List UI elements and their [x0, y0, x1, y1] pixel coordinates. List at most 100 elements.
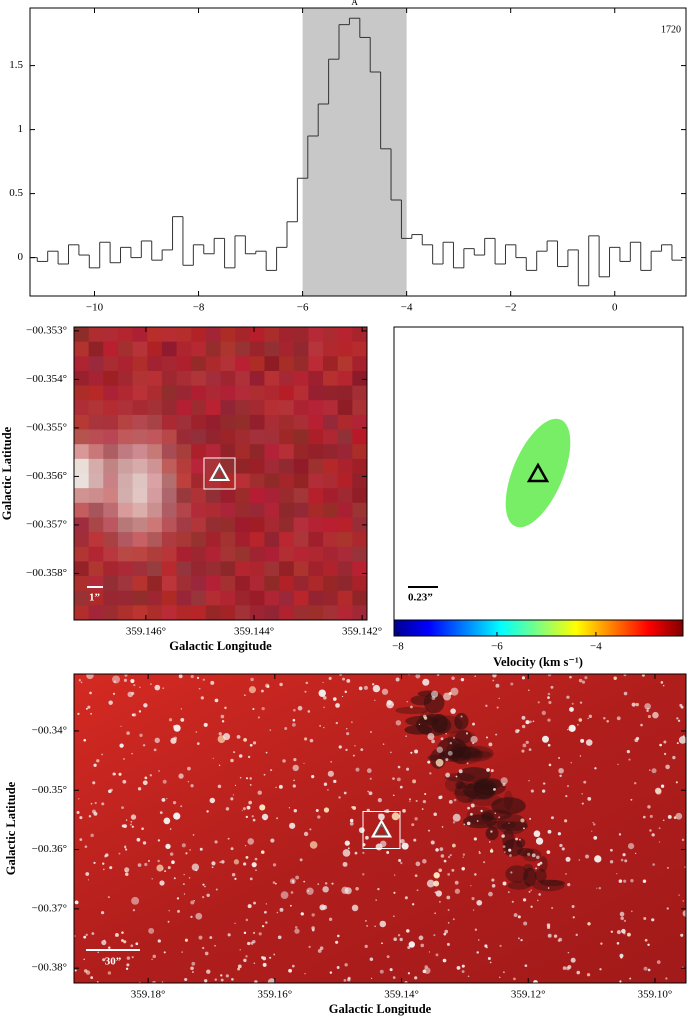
colorbar: [393, 619, 684, 637]
star: [445, 732, 447, 735]
star: [86, 674, 94, 680]
scale-bar-label: 30”: [105, 956, 122, 968]
pixel: [176, 341, 192, 357]
pixel: [205, 400, 221, 416]
star: [528, 780, 530, 782]
pixel: [337, 370, 353, 387]
star: [565, 856, 571, 862]
star: [190, 915, 193, 918]
pixel: [88, 473, 104, 489]
pixel: [205, 517, 221, 533]
star: [136, 837, 141, 842]
star: [168, 718, 173, 722]
star: [131, 825, 134, 828]
star: [472, 742, 475, 745]
star: [275, 786, 277, 789]
star: [400, 861, 403, 865]
pixel: [132, 356, 148, 372]
star: [317, 949, 322, 953]
pixel: [220, 605, 236, 620]
pixel: [132, 561, 148, 577]
star: [564, 819, 568, 823]
star: [125, 872, 129, 877]
star: [276, 817, 279, 820]
pixel: [117, 517, 134, 533]
star: [662, 684, 665, 687]
star: [130, 678, 135, 684]
pixel: [220, 327, 236, 343]
star: [435, 890, 442, 897]
pixel: [337, 561, 353, 577]
pixel: [220, 370, 236, 387]
dark-cloud: [453, 790, 482, 797]
star: [531, 853, 536, 858]
star: [347, 847, 350, 850]
pixel: [293, 385, 309, 401]
star: [225, 974, 230, 978]
star: [198, 935, 203, 940]
star: [118, 852, 121, 855]
pixel: [279, 576, 295, 592]
pixel: [235, 385, 251, 401]
star: [583, 780, 587, 784]
star: [616, 942, 620, 945]
star: [470, 803, 475, 808]
star: [412, 779, 417, 784]
pixel: [264, 370, 280, 387]
pixel: [235, 576, 251, 592]
pixel: [308, 576, 324, 592]
star: [451, 843, 456, 848]
star: [675, 781, 678, 784]
pixel: [205, 341, 221, 357]
star: [189, 849, 191, 851]
star: [658, 841, 661, 843]
pixel: [323, 532, 339, 548]
pixel: [279, 458, 295, 474]
star: [630, 879, 634, 883]
pixel: [249, 429, 265, 445]
star: [324, 882, 328, 885]
pixel: [279, 590, 295, 606]
dark-cloud: [501, 821, 529, 831]
star: [270, 769, 273, 772]
star: [309, 828, 312, 831]
star: [537, 863, 541, 867]
pixel: [132, 502, 148, 518]
star: [165, 843, 171, 850]
star: [252, 818, 256, 822]
star: [195, 731, 198, 733]
pixel: [220, 546, 236, 562]
star: [342, 861, 348, 867]
star: [616, 716, 621, 721]
pixel: [74, 327, 90, 343]
star: [257, 716, 260, 719]
dark-cloud: [452, 746, 484, 760]
star: [90, 976, 94, 980]
dark-cloud: [515, 838, 526, 848]
star: [510, 871, 513, 874]
star: [309, 738, 314, 743]
star: [232, 794, 235, 796]
pixel: [279, 502, 295, 518]
pixel: [103, 444, 119, 460]
star: [150, 683, 152, 685]
pixel: [235, 532, 251, 548]
dark-cloud: [447, 729, 477, 749]
pixel: [337, 488, 353, 504]
pixel: [147, 385, 163, 401]
star: [427, 829, 431, 832]
scale-bar-label: 0.23”: [408, 592, 433, 604]
star: [305, 681, 309, 685]
star: [166, 797, 168, 800]
star: [486, 946, 488, 949]
pixel: [352, 327, 367, 343]
star: [498, 697, 500, 700]
star: [237, 964, 242, 969]
star: [139, 686, 141, 689]
star: [206, 810, 209, 813]
star: [553, 934, 558, 938]
star: [84, 845, 88, 848]
star: [253, 931, 256, 934]
dark-cloud: [463, 814, 497, 829]
y-tick-label: 1: [18, 123, 24, 135]
